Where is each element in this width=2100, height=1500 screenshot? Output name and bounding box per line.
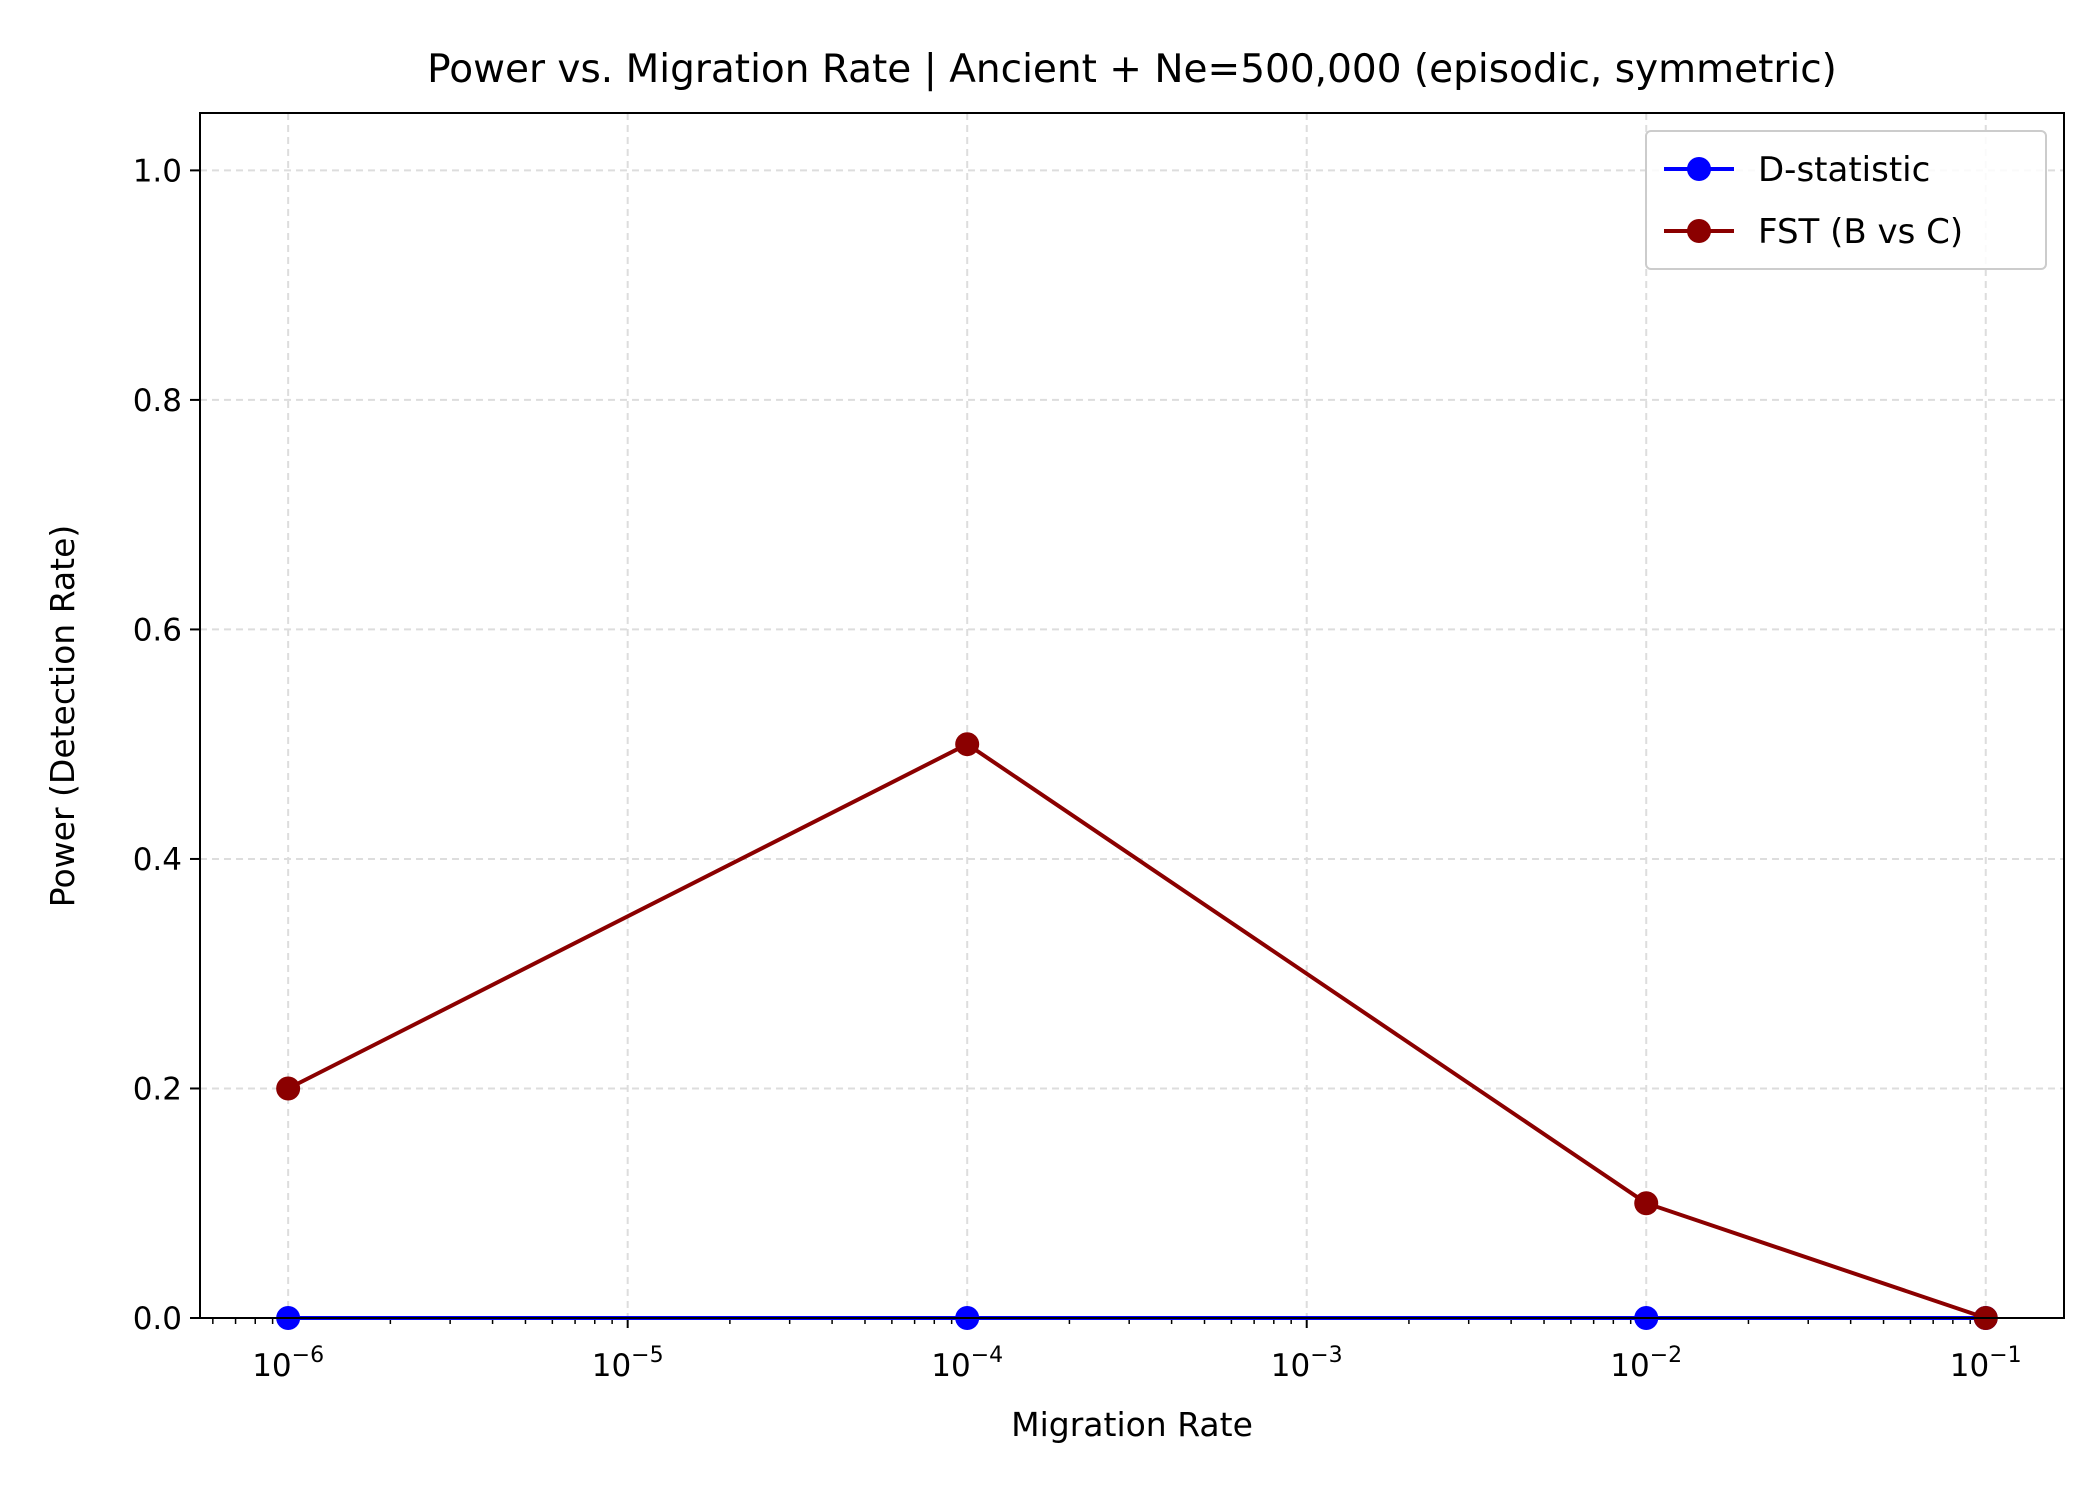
data-point bbox=[1634, 1191, 1659, 1216]
y-tick-label: 0.2 bbox=[133, 1071, 182, 1107]
y-axis-label: Power (Detection Rate) bbox=[43, 525, 82, 907]
y-tick-label: 0.8 bbox=[133, 383, 182, 419]
x-tick-label: 10−3 bbox=[1271, 1343, 1343, 1384]
x-tick-label: 10−1 bbox=[1950, 1343, 2022, 1384]
x-tick-base: 10 bbox=[1610, 1348, 1649, 1384]
x-tick-exponent: −3 bbox=[1310, 1343, 1342, 1368]
chart-title: Power vs. Migration Rate | Ancient + Ne=… bbox=[427, 47, 1837, 92]
y-tick-label: 0.6 bbox=[133, 612, 182, 648]
series-line bbox=[287, 741, 1987, 1320]
data-point bbox=[276, 1076, 301, 1101]
series-1 bbox=[276, 732, 1998, 1330]
x-tick-base: 10 bbox=[931, 1348, 970, 1384]
x-tick-exponent: −1 bbox=[1989, 1343, 2021, 1368]
plot-frame bbox=[199, 112, 2065, 1319]
legend-label: FST (B vs C) bbox=[1758, 212, 1963, 252]
legend: D-statistic FST (B vs C) bbox=[1645, 130, 2047, 270]
data-point bbox=[955, 732, 980, 757]
legend-marker bbox=[1687, 219, 1711, 243]
x-tick-label: 10−6 bbox=[252, 1343, 324, 1384]
x-tick-base: 10 bbox=[1271, 1348, 1310, 1384]
x-tick-exponent: −4 bbox=[971, 1343, 1003, 1368]
legend-item: D-statistic bbox=[1664, 150, 1930, 190]
y-tick-label: 0.4 bbox=[133, 842, 182, 878]
legend-marker bbox=[1687, 157, 1711, 181]
x-axis-ticks: 10−6 10−5 10−4 10−3 10−2 10−1 bbox=[252, 1318, 2022, 1384]
x-tick-base: 10 bbox=[1950, 1348, 1989, 1384]
legend-label: D-statistic bbox=[1758, 150, 1930, 190]
x-tick-base: 10 bbox=[252, 1348, 291, 1384]
x-tick-base: 10 bbox=[592, 1348, 631, 1384]
x-tick-label: 10−4 bbox=[931, 1343, 1003, 1384]
legend-box bbox=[1645, 130, 2047, 270]
x-axis-label: Migration Rate bbox=[1011, 1405, 1253, 1444]
x-tick-exponent: −6 bbox=[292, 1343, 324, 1368]
x-tick-exponent: −5 bbox=[631, 1343, 663, 1368]
x-tick-label: 10−2 bbox=[1610, 1343, 1682, 1384]
x-tick-label: 10−5 bbox=[592, 1343, 664, 1384]
y-tick-label: 0.0 bbox=[133, 1301, 182, 1337]
legend-item: FST (B vs C) bbox=[1664, 212, 1963, 252]
y-axis-ticks: 0.0 0.2 0.4 0.6 0.8 1.0 bbox=[133, 153, 200, 1337]
x-tick-exponent: −2 bbox=[1650, 1343, 1682, 1368]
y-tick-label: 1.0 bbox=[133, 153, 182, 189]
